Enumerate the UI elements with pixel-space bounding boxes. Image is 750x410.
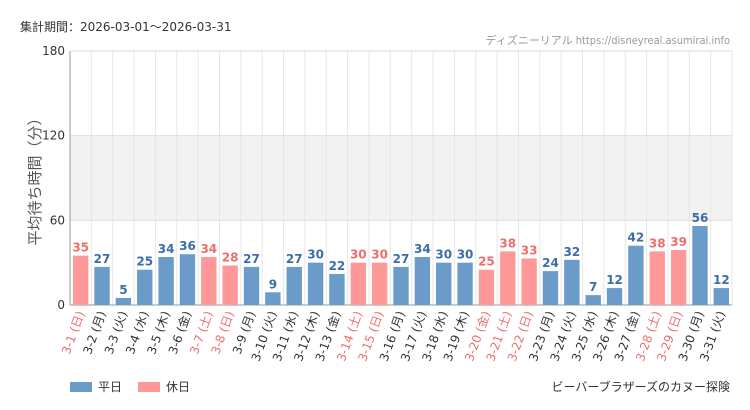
bar <box>94 266 110 305</box>
data-label: 35 <box>72 241 89 255</box>
data-label: 28 <box>222 250 239 264</box>
bar <box>521 258 537 305</box>
period-label: 集計期間：2026-03-01〜2026-03-31 <box>20 20 232 34</box>
bar <box>457 262 473 305</box>
bar <box>500 251 516 305</box>
data-label: 24 <box>542 256 559 270</box>
data-label: 12 <box>713 273 730 287</box>
bar <box>265 292 281 305</box>
legend-swatch-holiday <box>138 381 161 392</box>
bar <box>606 288 623 305</box>
data-label: 7 <box>589 280 597 294</box>
bar <box>243 266 260 305</box>
bar <box>137 269 153 305</box>
data-label: 34 <box>200 242 217 256</box>
bar <box>72 255 89 305</box>
bar <box>350 262 366 305</box>
bar <box>436 262 452 305</box>
bar <box>329 273 345 305</box>
data-label: 27 <box>393 252 410 266</box>
bar <box>371 262 388 305</box>
legend-label-weekday: 平日 <box>98 380 123 394</box>
y-axis-label: 平均待ち時間（分） <box>26 110 44 245</box>
legend: 平日 休日 <box>70 378 206 395</box>
data-label: 38 <box>499 236 516 250</box>
bar <box>713 288 730 305</box>
bar <box>564 259 580 305</box>
y-tick-label: 120 <box>42 129 65 143</box>
legend-item-holiday[interactable]: 休日 <box>138 378 190 395</box>
data-label: 30 <box>435 248 452 262</box>
data-label: 42 <box>628 231 645 245</box>
data-label: 34 <box>158 242 175 256</box>
bar <box>649 251 665 305</box>
y-tick-label: 0 <box>57 298 65 312</box>
data-label: 36 <box>179 239 196 253</box>
bar <box>115 297 132 305</box>
bar <box>307 262 324 305</box>
data-label: 27 <box>243 252 260 266</box>
bar <box>585 295 601 305</box>
data-label: 33 <box>521 243 538 257</box>
legend-label-holiday: 休日 <box>166 380 191 394</box>
data-label: 5 <box>119 283 127 297</box>
data-label: 27 <box>94 252 111 266</box>
bar <box>478 269 495 305</box>
bar <box>286 266 302 305</box>
source-link[interactable]: ディズニーリアル https://disneyreal.asumirai.inf… <box>485 34 730 47</box>
data-label: 34 <box>414 242 431 256</box>
bar <box>201 257 217 305</box>
bar <box>692 225 708 305</box>
bar <box>670 249 687 305</box>
bar <box>158 257 174 305</box>
bar <box>414 257 431 305</box>
bar <box>628 245 644 305</box>
data-label: 39 <box>670 235 687 249</box>
data-label: 25 <box>478 255 495 269</box>
attraction-name: ビーバーブラザーズのカヌー探険 <box>551 380 730 394</box>
data-label: 30 <box>307 248 324 262</box>
data-label: 25 <box>136 255 153 269</box>
y-tick-label: 60 <box>50 213 65 227</box>
bar <box>542 271 559 305</box>
shaded-band <box>70 135 732 221</box>
legend-item-weekday[interactable]: 平日 <box>70 378 122 395</box>
bar <box>179 254 196 305</box>
data-label: 30 <box>371 248 388 262</box>
data-label: 27 <box>286 252 303 266</box>
y-tick-label: 180 <box>42 44 65 58</box>
bar <box>393 266 409 305</box>
data-label: 9 <box>269 277 277 291</box>
data-label: 30 <box>350 248 367 262</box>
data-label: 22 <box>329 259 346 273</box>
data-label: 38 <box>649 236 666 250</box>
data-label: 56 <box>692 211 709 225</box>
data-label: 12 <box>606 273 623 287</box>
legend-swatch-weekday <box>70 381 92 392</box>
bars-layer <box>72 225 730 305</box>
data-label: 32 <box>563 245 580 259</box>
bar <box>222 265 238 305</box>
data-label: 30 <box>457 248 474 262</box>
